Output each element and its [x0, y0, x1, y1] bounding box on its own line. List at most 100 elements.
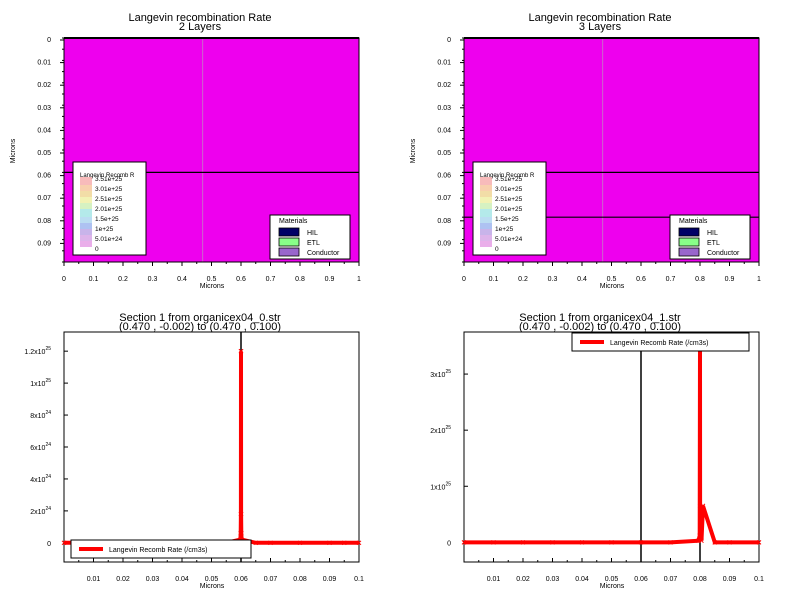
materials-legend: Materials HIL ETL Conductor — [669, 214, 751, 260]
x-tick-label: 0.1 — [89, 276, 99, 283]
material-label: HIL — [707, 230, 718, 237]
y-tick-label: 0 — [47, 37, 51, 44]
colorbar-level-label: 3.51e+25 — [495, 176, 523, 183]
data-point — [238, 348, 244, 354]
x-tick-label: 0.05 — [605, 576, 619, 583]
data-point — [356, 540, 362, 546]
x-tick-label: 0.5 — [207, 276, 217, 283]
x-axis-label: Microns — [600, 583, 625, 590]
x-tick-label: 0.9 — [325, 276, 335, 283]
data-point — [756, 540, 762, 545]
y-tick-label: 0.04 — [437, 127, 451, 134]
x-tick-label: 0.8 — [695, 276, 705, 283]
panel-title: Langevin recombination Rate — [528, 12, 671, 24]
panel-title: Langevin recombination Rate — [128, 12, 271, 24]
colorbar-level-label: 3.01e+25 — [495, 186, 523, 193]
material-swatch — [678, 237, 700, 247]
x-tick-label: 0.07 — [264, 576, 278, 583]
data-point — [341, 540, 347, 546]
y-tick-label: 0.03 — [37, 105, 51, 112]
y-tick-label: 0.08 — [37, 218, 51, 225]
colorbar-level-label: 0 — [95, 246, 99, 253]
x-tick-label: 0.01 — [87, 576, 101, 583]
plot-frame — [463, 331, 760, 563]
line-panel-bl: Section 1 from organicex04_0.str(0.470 ,… — [24, 312, 364, 590]
y-tick-label: 0.01 — [37, 60, 51, 67]
colorbar-level-label: 0 — [495, 246, 499, 253]
y-tick-label: 0 — [447, 540, 451, 547]
x-tick-label: 0 — [62, 276, 66, 283]
legend-label: Langevin Recomb Rate (/cm3s) — [109, 547, 207, 554]
x-tick-label: 0 — [462, 276, 466, 283]
colorbar-level-label: 2.51e+25 — [495, 196, 523, 203]
x-tick-label: 0.1 — [354, 576, 364, 583]
y-tick-label: 0.06 — [37, 173, 51, 180]
colorbar-title: Langevin Recomb R — [80, 173, 135, 179]
data-point — [327, 540, 332, 546]
y-tick-label: 0.08 — [437, 218, 451, 225]
colorbar-box — [472, 161, 547, 256]
y-tick-label: 0 — [447, 37, 451, 44]
colorbar-legend: Langevin Recomb R3.51e+25 3.01e+25 2.51e+2… — [472, 161, 547, 256]
data-point — [699, 538, 704, 544]
x-tick-label: 0.4 — [577, 276, 587, 283]
material-swatch — [678, 227, 700, 237]
data-point — [491, 540, 496, 545]
y-tick-label: 1x1025 — [30, 378, 51, 388]
panel-title: Section 1 from organicex04_1.str — [519, 312, 681, 324]
x-tick-label: 0.02 — [116, 576, 130, 583]
colorbar-level-label: 2.51e+25 — [95, 196, 123, 203]
y-tick-label: 1.2x1025 — [24, 346, 51, 356]
x-tick-label: 0.3 — [148, 276, 158, 283]
x-tick-label: 0.1 — [754, 576, 764, 583]
y-tick-label: 0.07 — [37, 195, 51, 202]
x-tick-label: 0.04 — [175, 576, 189, 583]
x-tick-label: 0.08 — [693, 576, 707, 583]
data-point — [727, 540, 732, 545]
data-point — [638, 540, 644, 545]
colorbar-level-label: 5.01e+24 — [95, 236, 123, 243]
y-tick-label: 0.09 — [37, 240, 51, 247]
legend-box — [571, 332, 750, 352]
colorbar-level-label: 2.01e+25 — [95, 206, 123, 213]
colorbar-level-label: 1e+25 — [95, 226, 114, 233]
x-tick-label: 0.6 — [236, 276, 246, 283]
x-tick-label: 0.2 — [118, 276, 128, 283]
x-tick-label: 0.2 — [518, 276, 528, 283]
x-tick-label: 0.9 — [725, 276, 735, 283]
x-tick-label: 0.4 — [177, 276, 187, 283]
panel-title: Section 1 from organicex04_0.str — [119, 312, 281, 324]
data-point — [268, 540, 273, 546]
colorbar-level-label: 3.51e+25 — [95, 176, 123, 183]
y-tick-label: 6x1024 — [30, 442, 51, 452]
y-tick-label: 0.09 — [437, 240, 451, 247]
panel-subtitle: 3 Layers — [579, 21, 622, 33]
data-point — [609, 540, 614, 545]
materials-legend: Materials HIL ETL Conductor — [269, 214, 351, 260]
y-tick-label: 0.03 — [437, 105, 451, 112]
y-tick-label: 2x1024 — [30, 506, 51, 516]
line-panel-br: Section 1 from organicex04_1.str(0.470 ,… — [430, 312, 764, 590]
material-label: HIL — [307, 230, 318, 237]
x-tick-label: 0.03 — [546, 576, 560, 583]
x-tick-label: 0.8 — [295, 276, 305, 283]
y-axis-label: Microns — [10, 138, 17, 163]
x-tick-label: 1 — [357, 276, 361, 283]
material-swatch — [278, 237, 300, 247]
material-label: Conductor — [707, 250, 740, 257]
colorbar-level-label: 1.5e+25 — [95, 216, 119, 223]
x-tick-label: 0.7 — [666, 276, 676, 283]
x-tick-label: 0.04 — [575, 576, 589, 583]
legend-box — [70, 539, 252, 559]
series-legend: Langevin Recomb Rate (/cm3s) — [70, 539, 252, 559]
material-swatch — [678, 247, 700, 257]
x-tick-label: 0.05 — [205, 576, 219, 583]
material-label: ETL — [307, 240, 320, 247]
plot-frame — [63, 331, 360, 563]
x-tick-label: 0.01 — [487, 576, 501, 583]
y-axis-label: Microns — [410, 138, 417, 163]
x-tick-label: 0.09 — [323, 576, 337, 583]
panel-subtitle: (0.470 , -0.002) to (0.470 , 0.100) — [119, 321, 281, 333]
